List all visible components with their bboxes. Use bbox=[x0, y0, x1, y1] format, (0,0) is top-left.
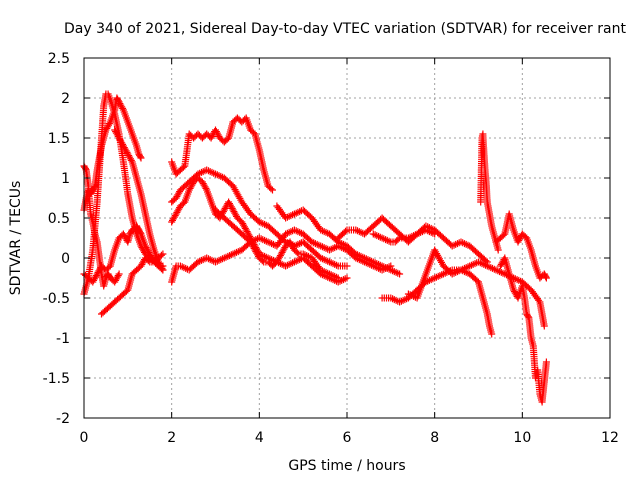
y-tick-label: 2.5 bbox=[48, 51, 70, 67]
x-tick-label: 6 bbox=[343, 430, 352, 446]
series-markers bbox=[80, 94, 145, 214]
series-markers bbox=[98, 250, 167, 318]
series-markers bbox=[212, 206, 342, 282]
series-track-p bbox=[404, 246, 496, 338]
series-track-i bbox=[168, 166, 351, 270]
y-tick-label: -1 bbox=[56, 331, 70, 347]
y-tick-label: 1 bbox=[61, 171, 70, 187]
y-tick-label: -1.5 bbox=[43, 371, 70, 387]
y-tick-label: -0.5 bbox=[43, 291, 70, 307]
x-axis-tick-labels: 0 2 4 6 8 10 12 bbox=[80, 430, 619, 446]
series-markers bbox=[404, 246, 496, 338]
x-tick-label: 8 bbox=[430, 430, 439, 446]
x-tick-label: 0 bbox=[80, 430, 89, 446]
series-markers bbox=[496, 254, 550, 406]
series-markers bbox=[168, 114, 276, 194]
series-markers bbox=[168, 226, 395, 286]
series-markers bbox=[111, 126, 167, 274]
series-markers bbox=[80, 162, 123, 290]
chart-title: Day 340 of 2021, Sidereal Day-to-day VTE… bbox=[64, 21, 626, 37]
series-markers bbox=[492, 210, 550, 282]
series-markers bbox=[168, 174, 351, 286]
series-track-b bbox=[80, 94, 145, 214]
series-markers bbox=[168, 166, 351, 270]
y-axis-label: SDTVAR / TECUs bbox=[8, 181, 24, 296]
grid bbox=[84, 58, 610, 418]
x-tick-label: 4 bbox=[255, 430, 264, 446]
series-markers bbox=[477, 130, 502, 254]
x-axis-label: GPS time / hours bbox=[288, 458, 405, 474]
x-tick-label: 10 bbox=[513, 430, 531, 446]
series-track-e bbox=[98, 250, 167, 318]
x-tick-label: 2 bbox=[167, 430, 176, 446]
series-track-n bbox=[369, 226, 439, 246]
y-axis-tick-labels: -2 -1.5 -1 -0.5 0 0.5 1 1.5 2 2.5 bbox=[43, 51, 70, 427]
series-markers bbox=[369, 226, 439, 246]
series-track-r bbox=[492, 210, 550, 282]
series-track-q bbox=[477, 130, 502, 254]
series-track-l bbox=[273, 202, 404, 278]
series-track-c bbox=[111, 126, 167, 274]
y-tick-label: 2 bbox=[61, 91, 70, 107]
series-markers bbox=[273, 202, 404, 278]
series-track-k bbox=[212, 206, 342, 282]
series-track-h bbox=[168, 114, 276, 194]
y-tick-label: 0.5 bbox=[48, 211, 70, 227]
y-tick-label: 1.5 bbox=[48, 131, 70, 147]
series-track-s bbox=[496, 254, 550, 406]
series-track-j bbox=[168, 174, 351, 286]
y-tick-label: -2 bbox=[56, 411, 70, 427]
axis-ticks bbox=[83, 57, 611, 419]
series-track-f bbox=[80, 162, 123, 290]
y-tick-label: 0 bbox=[61, 251, 70, 267]
x-tick-label: 12 bbox=[601, 430, 619, 446]
series-track-g bbox=[168, 226, 395, 286]
